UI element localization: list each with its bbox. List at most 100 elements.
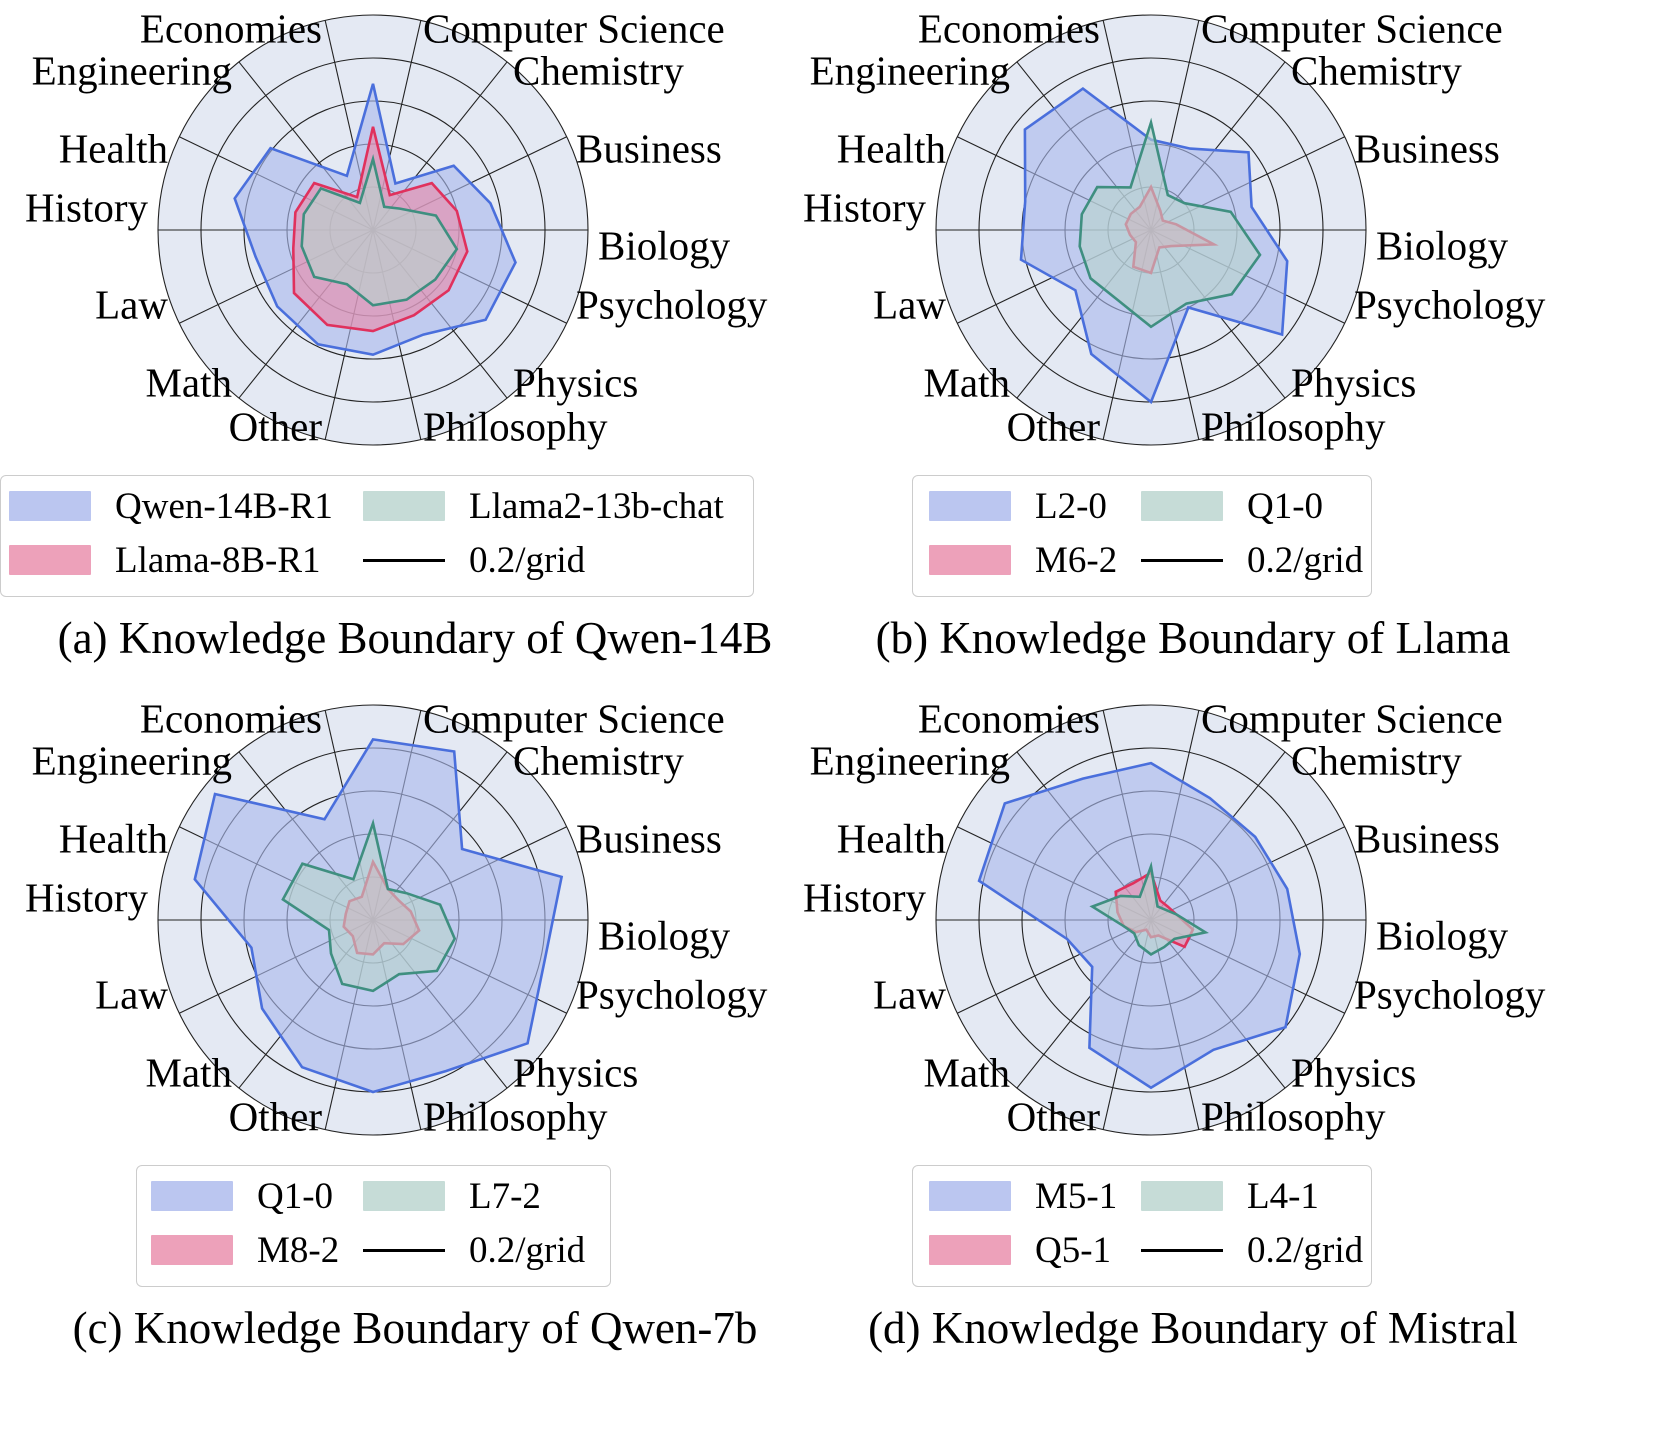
chart-panel-1: Economies Computer Science Chemistry Busine… [778, 0, 1608, 722]
axis-label: Psychology [576, 971, 768, 1017]
legend-label: 0.2/grid [469, 1229, 586, 1271]
legend-label: M8-2 [257, 1229, 340, 1271]
legend-item: M8-2 [151, 1228, 339, 1272]
legend-swatch [929, 1235, 1011, 1265]
axis-label: Engineering [32, 737, 232, 783]
radar-grid-ring [935, 704, 1367, 1136]
legend-line [1141, 1248, 1223, 1252]
axis-label: Engineering [810, 47, 1010, 93]
legend-item: Qwen-14B-R1 [9, 484, 333, 528]
axis-label: History [803, 874, 927, 920]
legend-swatch [9, 545, 91, 575]
legend-item: L2-0 [929, 484, 1107, 528]
legend-swatch [9, 491, 91, 521]
legend-line [1141, 558, 1223, 562]
axis-label: Math [923, 359, 1010, 405]
radar-grid-ring [200, 57, 546, 403]
axis-label: Psychology [1354, 281, 1546, 327]
legend-swatch [1141, 1181, 1223, 1211]
axis-label: Business [1354, 125, 1500, 171]
legend-label: Q5-1 [1035, 1229, 1112, 1271]
axis-label: Other [229, 1093, 323, 1139]
axis-label: Other [229, 403, 323, 449]
legend-swatch [363, 1181, 445, 1211]
legend-item: 0.2/grid [363, 538, 585, 582]
axis-label: Philosophy [423, 403, 608, 449]
axis-label: Engineering [810, 737, 1010, 783]
series-polygon-L7-2 [281, 818, 457, 993]
axis-label: Engineering [32, 47, 232, 93]
axis-label: Math [145, 359, 232, 405]
legend-label: Llama2-13b-chat [469, 485, 724, 527]
legend-item: Q1-0 [151, 1174, 333, 1218]
legend-label: Qwen-14B-R1 [115, 485, 333, 527]
axis-label: Chemistry [1291, 47, 1462, 93]
axis-label: Economies [918, 5, 1100, 51]
legend: L2-0 Q1-0 M6-2 0.2/grid [912, 475, 1372, 597]
legend-swatch [1141, 491, 1223, 521]
legend-item: M5-1 [929, 1174, 1117, 1218]
axis-label: Biology [1376, 222, 1509, 268]
axis-label: Chemistry [513, 737, 684, 783]
axis-label: Psychology [576, 281, 768, 327]
axis-label: Chemistry [1291, 737, 1462, 783]
legend-item: M6-2 [929, 538, 1117, 582]
axis-label: Business [576, 815, 722, 861]
legend-swatch [929, 491, 1011, 521]
chart-caption: (c) Knowledge Boundary of Qwen-7b [72, 1303, 758, 1353]
legend-item: Q5-1 [929, 1228, 1111, 1272]
legend-label: L4-1 [1247, 1175, 1319, 1217]
legend-label: M6-2 [1035, 539, 1118, 581]
legend-line [363, 1248, 445, 1252]
radar-grid-ring [935, 14, 1367, 446]
axis-label: Other [1007, 1093, 1101, 1139]
axis-label: Physics [513, 359, 638, 405]
axis-label: Health [59, 125, 168, 171]
axis-label: Math [145, 1049, 232, 1095]
legend-item: Llama2-13b-chat [363, 484, 724, 528]
axis-label: Philosophy [1201, 403, 1386, 449]
legend: Q1-0 L7-2 M8-2 0.2/grid [136, 1165, 611, 1287]
legend-item: 0.2/grid [363, 1228, 585, 1272]
legend-swatch [151, 1181, 233, 1211]
legend-label: Q1-0 [257, 1175, 334, 1217]
series-polygon-Q1-0 [1078, 117, 1262, 329]
axis-label: Computer Science [1201, 5, 1503, 51]
axis-label: Economies [140, 5, 322, 51]
series-polygon-Llama2-13b-chat [300, 154, 459, 307]
axis-label: Physics [1291, 1049, 1416, 1095]
axis-label: Biology [1376, 912, 1509, 958]
axis-label: Chemistry [513, 47, 684, 93]
axis-label: Law [95, 971, 168, 1017]
chart-panel-3: Economies Computer Science Chemistry Busine… [778, 690, 1608, 1412]
radar-grid-ring [157, 14, 589, 446]
legend-label: Q1-0 [1247, 485, 1324, 527]
legend-label: 0.2/grid [1247, 539, 1364, 581]
chart-caption: (b) Knowledge Boundary of Llama [875, 613, 1511, 663]
radar-grid-ring [978, 747, 1324, 1093]
legend: M5-1 L4-1 Q5-1 0.2/grid [912, 1165, 1372, 1287]
axis-label: Economies [918, 695, 1100, 741]
axis-label: Health [837, 815, 946, 861]
axis-label: Law [95, 281, 168, 327]
axis-label: Business [576, 125, 722, 171]
axis-label: History [25, 184, 149, 230]
axis-label: Math [923, 1049, 1010, 1095]
legend-line [363, 558, 445, 562]
axis-label: Computer Science [423, 5, 725, 51]
axis-label: Law [873, 281, 946, 327]
legend-item: Llama-8B-R1 [9, 538, 321, 582]
axis-label: Business [1354, 815, 1500, 861]
legend-swatch [929, 1181, 1011, 1211]
axis-label: Physics [1291, 359, 1416, 405]
axis-label: Health [59, 815, 168, 861]
legend-swatch [363, 491, 445, 521]
legend-label: 0.2/grid [469, 539, 586, 581]
chart-caption: (a) Knowledge Boundary of Qwen-14B [57, 613, 773, 663]
axis-label: History [25, 874, 149, 920]
